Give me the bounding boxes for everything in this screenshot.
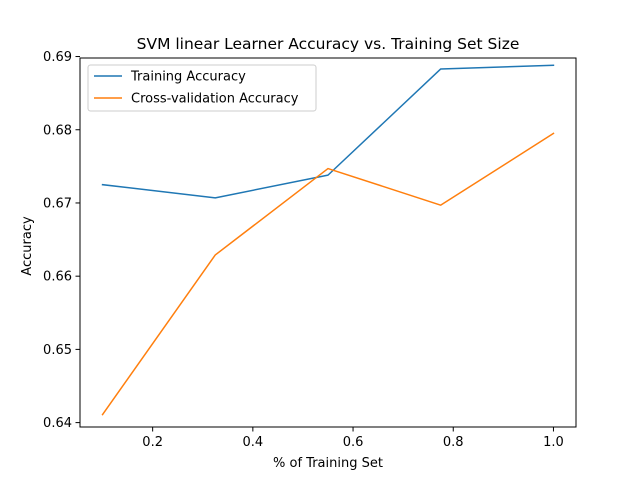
legend-label-1: Training Accuracy [130, 70, 246, 85]
y-tick-label: 0.64 [43, 416, 72, 431]
legend: Training Accuracy Cross-validation Accura… [87, 64, 317, 112]
y-tick-label: 0.69 [43, 50, 72, 65]
x-axis-label: % of Training Set [273, 456, 383, 471]
x-tick-label: 0.6 [343, 435, 364, 450]
series-line-1 [101, 64, 555, 199]
y-tick-label: 0.68 [43, 123, 72, 138]
x-tick-label: 0.4 [243, 435, 264, 450]
y-tick-label: 0.66 [43, 270, 72, 285]
x-tick-label: 0.8 [443, 435, 464, 450]
legend-label-2: Cross-validation Accuracy [131, 92, 299, 107]
x-tick-label: 0.2 [142, 435, 163, 450]
y-tick-label: 0.65 [43, 343, 72, 358]
axes-layer: 0.2 0.4 0.6 0.8 1.0 0.64 0.65 0.66 0.67 0.68 0.69 [43, 50, 577, 450]
axes-frame [79, 57, 577, 428]
x-tick-label: 1.0 [543, 435, 564, 450]
series-layer [101, 64, 555, 416]
chart-title: SVM linear Learner Accuracy vs. Training… [137, 35, 520, 53]
y-tick-label: 0.67 [43, 196, 72, 211]
legend-box [87, 64, 317, 112]
series-line-2 [101, 132, 555, 416]
y-axis-label: Accuracy [20, 216, 35, 276]
